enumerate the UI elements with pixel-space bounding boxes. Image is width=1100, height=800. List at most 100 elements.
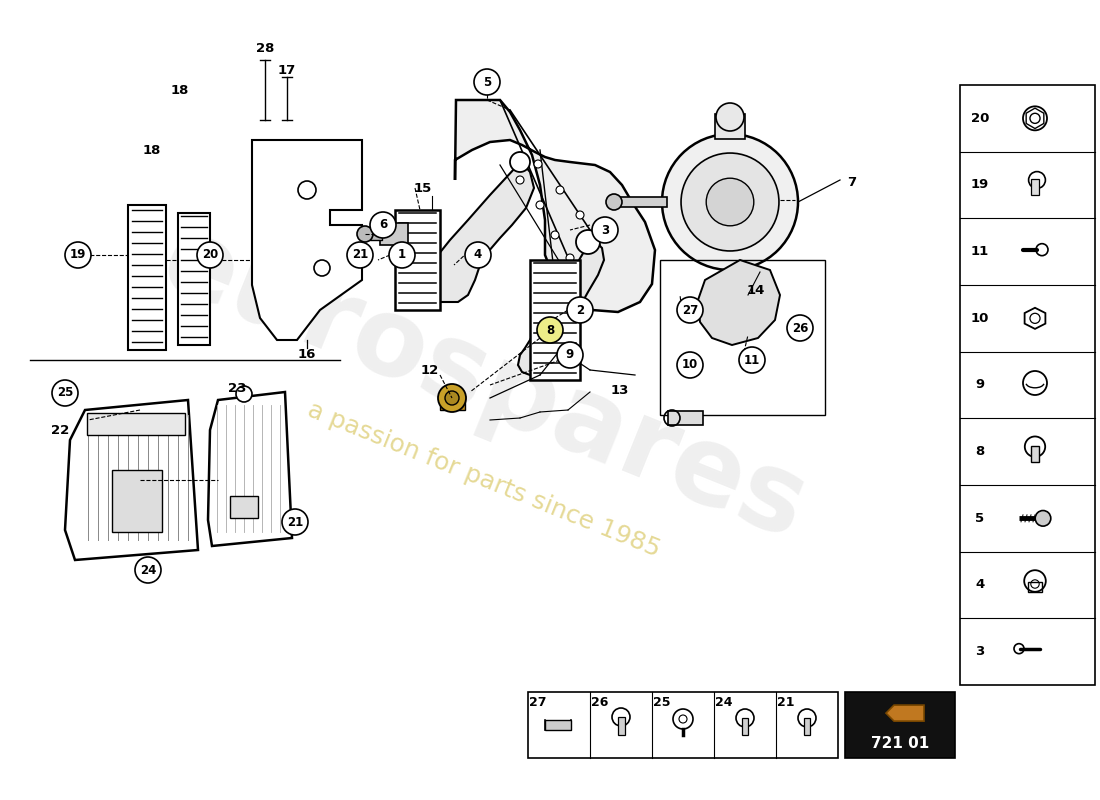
Circle shape	[298, 181, 316, 199]
Bar	[530, 260, 580, 380]
Text: 1: 1	[398, 249, 406, 262]
Bar	[178, 213, 210, 345]
Circle shape	[706, 178, 754, 226]
Text: 13: 13	[610, 383, 629, 397]
Text: 27: 27	[529, 697, 547, 710]
Bar	[660, 260, 825, 415]
Text: 19: 19	[971, 178, 989, 191]
Circle shape	[557, 342, 583, 368]
Text: 721 01: 721 01	[871, 737, 930, 751]
Text: 26: 26	[792, 322, 808, 334]
Text: 28: 28	[256, 42, 274, 54]
Bar	[112, 470, 162, 532]
Circle shape	[576, 211, 584, 219]
Circle shape	[510, 152, 530, 172]
Bar	[379, 223, 408, 245]
Text: 18: 18	[143, 143, 162, 157]
Circle shape	[135, 557, 161, 583]
Circle shape	[606, 194, 621, 210]
Circle shape	[236, 386, 252, 402]
Circle shape	[438, 384, 466, 412]
Text: 14: 14	[747, 283, 766, 297]
Text: 21: 21	[778, 697, 794, 710]
Bar	[370, 228, 382, 240]
Text: a passion for parts since 1985: a passion for parts since 1985	[305, 398, 663, 562]
Text: 5: 5	[976, 512, 984, 525]
Bar	[617, 717, 625, 735]
Text: eurospares: eurospares	[146, 206, 822, 562]
Circle shape	[786, 315, 813, 341]
Text: 2: 2	[576, 303, 584, 317]
Circle shape	[716, 103, 744, 131]
Bar	[395, 210, 440, 310]
Text: 27: 27	[682, 303, 698, 317]
Polygon shape	[252, 140, 362, 340]
Bar	[960, 85, 1094, 685]
Circle shape	[197, 242, 223, 268]
Circle shape	[446, 391, 459, 405]
Circle shape	[566, 254, 574, 262]
Bar	[230, 496, 258, 518]
Text: 24: 24	[140, 563, 156, 577]
Circle shape	[516, 176, 524, 184]
Circle shape	[537, 317, 563, 343]
Text: 10: 10	[682, 358, 698, 371]
Bar	[804, 718, 810, 735]
Circle shape	[65, 242, 91, 268]
Text: 3: 3	[601, 223, 609, 237]
Text: 9: 9	[565, 349, 574, 362]
Polygon shape	[428, 160, 534, 302]
Text: 17: 17	[278, 63, 296, 77]
Circle shape	[676, 297, 703, 323]
Text: 11: 11	[744, 354, 760, 366]
Polygon shape	[698, 260, 780, 345]
Circle shape	[551, 231, 559, 239]
Circle shape	[370, 212, 396, 238]
Polygon shape	[886, 705, 924, 721]
Bar	[845, 692, 955, 758]
Bar	[128, 205, 166, 350]
Circle shape	[536, 201, 544, 209]
Text: 4: 4	[474, 249, 482, 262]
Polygon shape	[65, 400, 198, 560]
Text: 20: 20	[971, 112, 989, 125]
Text: 9: 9	[976, 378, 984, 391]
Text: 4: 4	[976, 578, 984, 591]
Bar	[742, 718, 748, 735]
Circle shape	[576, 230, 600, 254]
Circle shape	[346, 242, 373, 268]
Text: 26: 26	[592, 697, 608, 710]
Polygon shape	[208, 392, 292, 546]
Circle shape	[534, 160, 542, 168]
Circle shape	[1035, 510, 1050, 526]
Circle shape	[592, 217, 618, 243]
Text: 7: 7	[847, 175, 857, 189]
Circle shape	[465, 242, 491, 268]
Bar	[668, 411, 703, 425]
Circle shape	[739, 347, 764, 373]
Bar	[715, 114, 745, 139]
Text: 12: 12	[421, 363, 439, 377]
Circle shape	[556, 186, 564, 194]
Text: 25: 25	[57, 386, 74, 399]
Polygon shape	[455, 100, 654, 312]
Text: 5: 5	[483, 75, 491, 89]
Text: 15: 15	[414, 182, 432, 194]
Text: 10: 10	[971, 312, 989, 325]
Bar	[617, 197, 667, 207]
Text: 8: 8	[546, 323, 554, 337]
Text: 20: 20	[202, 249, 218, 262]
Text: 21: 21	[287, 515, 304, 529]
Bar	[1028, 582, 1042, 592]
Circle shape	[566, 297, 593, 323]
Text: 8: 8	[976, 445, 984, 458]
Bar	[1031, 446, 1040, 462]
Circle shape	[662, 134, 798, 270]
Text: 6: 6	[378, 218, 387, 231]
Bar	[1031, 179, 1040, 195]
Text: 19: 19	[69, 249, 86, 262]
Circle shape	[282, 509, 308, 535]
Polygon shape	[518, 242, 604, 375]
Text: 22: 22	[51, 423, 69, 437]
Bar	[544, 720, 571, 730]
